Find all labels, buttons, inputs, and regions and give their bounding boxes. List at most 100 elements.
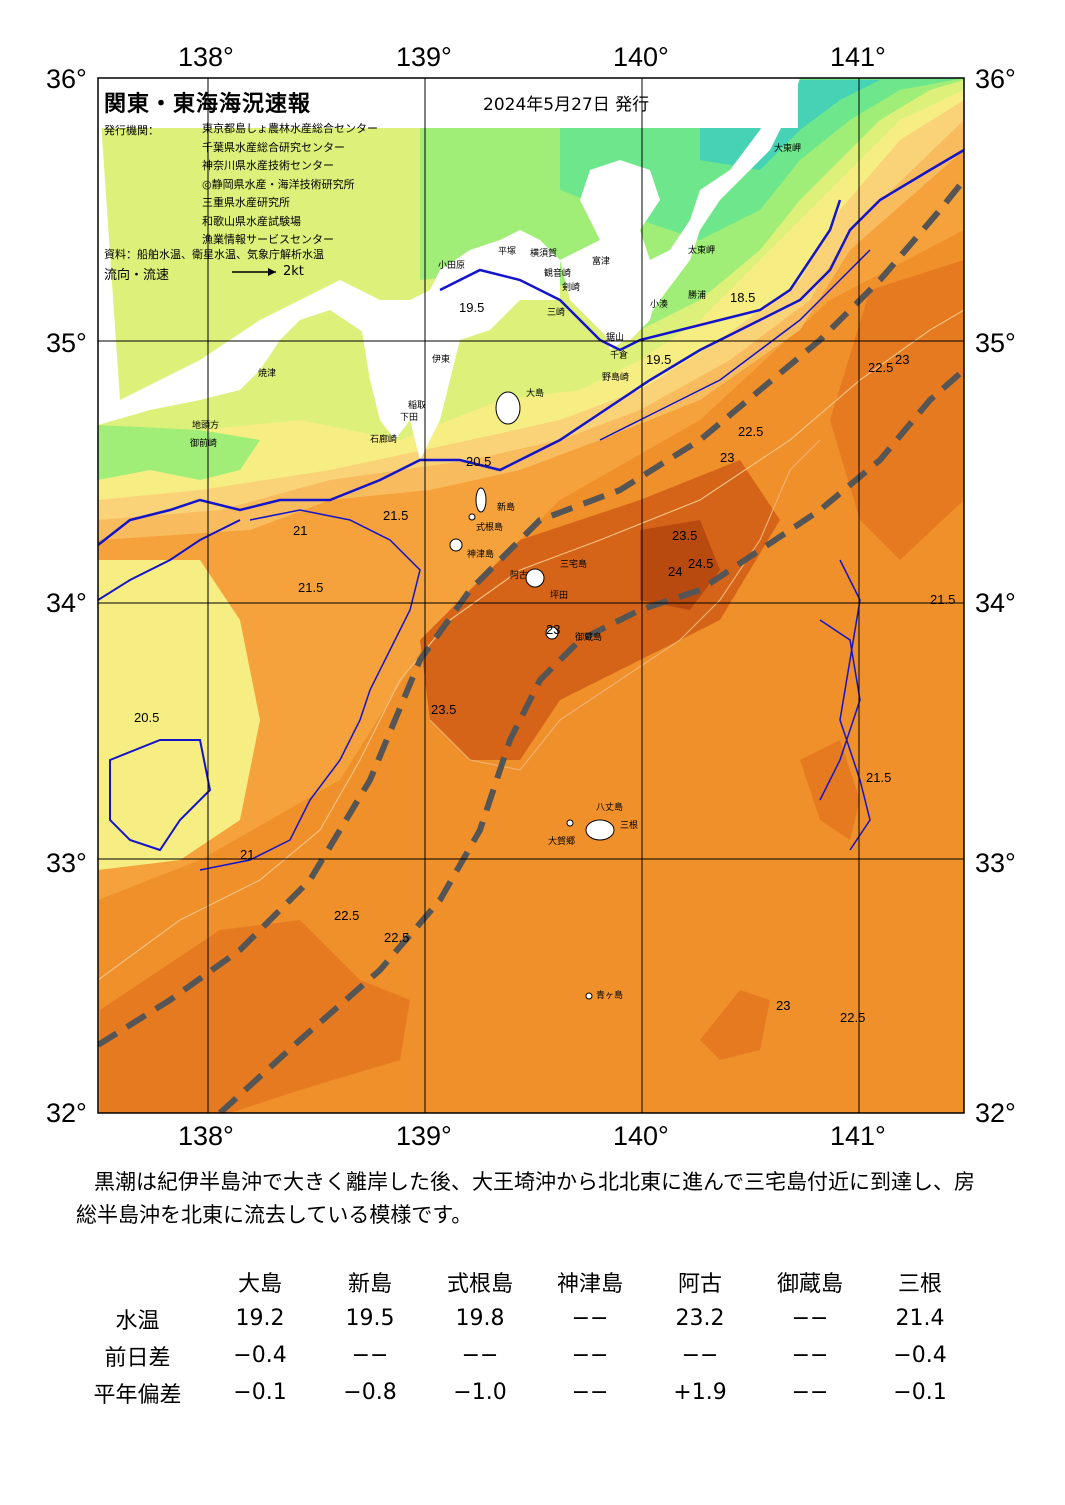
table-cell: 19.8 xyxy=(455,1306,505,1331)
kuroshio-axis-south xyxy=(217,367,964,1113)
contour-label: 22.5 xyxy=(840,1010,866,1025)
issuer-item: ◎静岡県水産・海洋技術研究所 xyxy=(202,177,355,191)
column-header: 式根島 xyxy=(446,1271,513,1297)
lat-label-left-33: 33° xyxy=(46,848,87,878)
place-shimoda: 下田 xyxy=(400,413,419,423)
sea-zone-west-green xyxy=(98,425,260,480)
place-tsubota: 坪田 xyxy=(550,591,569,601)
sea-zone-24-core xyxy=(640,520,720,610)
isotherm-23 xyxy=(429,439,821,771)
place-katsuura: 勝浦 xyxy=(688,291,707,301)
island-kozushima xyxy=(449,538,463,552)
lat-label-left-35: 35° xyxy=(46,328,87,358)
table-cell: −0.1 xyxy=(893,1380,947,1405)
island-shikinejima xyxy=(468,513,476,521)
isotherm-21-5-top-coast xyxy=(599,249,871,441)
table-cell: −0.8 xyxy=(343,1380,397,1405)
table-cell: 19.2 xyxy=(235,1306,285,1331)
lat-label-left-32: 32° xyxy=(46,1098,87,1128)
place-niijima: 新島 xyxy=(497,503,516,513)
map-frame xyxy=(97,77,965,1114)
isotherm-20 xyxy=(98,148,964,546)
table-cell: −− xyxy=(571,1343,609,1368)
contour-label: 23 xyxy=(776,998,791,1013)
table-cell: 19.5 xyxy=(345,1306,395,1331)
lon-label-bottom-138: 138° xyxy=(178,1121,234,1151)
place-aogashima: 青ヶ島 xyxy=(596,991,624,1001)
issuer-list: 東京都島しょ農林水産総合センター 千葉県水産総合研究センター 神奈川県水産技術セ… xyxy=(202,120,378,250)
lon-label-bottom-140: 140° xyxy=(613,1121,669,1151)
contour-label: 21.5 xyxy=(298,580,324,595)
table-cell: 23.2 xyxy=(675,1306,725,1331)
lon-label-top-140: 140° xyxy=(613,42,669,72)
place-miyakejima: 三宅島 xyxy=(560,560,588,570)
lon-label-bottom-141: 141° xyxy=(830,1121,886,1151)
contour-label: 21 xyxy=(293,523,308,538)
place-mitsune: 三根 xyxy=(620,821,639,831)
data-source: 資料：船舶水温、衛星水温、気象庁解析水温 xyxy=(104,248,324,261)
place-yaizu: 焼津 xyxy=(258,369,277,379)
table-cell: −0.4 xyxy=(893,1343,947,1368)
lat-label-left-34: 34° xyxy=(46,588,87,618)
issuer-item: 千葉県水産総合研究センター xyxy=(202,140,345,154)
table-cell: −0.1 xyxy=(233,1380,287,1405)
place-kominato: 小湊 xyxy=(650,300,669,310)
table-cell: −1.0 xyxy=(453,1380,507,1405)
lat-label-left-36: 36° xyxy=(46,64,87,94)
contour-label: 22.5 xyxy=(738,424,764,439)
contour-label: 22.5 xyxy=(384,930,410,945)
place-hiratsuka: 平塚 xyxy=(498,247,517,257)
flow-legend-scale: 2kt xyxy=(283,264,304,279)
row-header: 平年偏差 xyxy=(93,1382,182,1408)
place-kannonzaki: 観音崎 xyxy=(544,269,572,279)
contour-label: 21.5 xyxy=(866,770,892,785)
contour-label: 18.5 xyxy=(730,290,756,305)
place-jitogata: 地頭方 xyxy=(192,421,220,431)
table-cell: −− xyxy=(351,1343,389,1368)
contour-label: 22.5 xyxy=(334,908,360,923)
isotherm-22-east xyxy=(819,619,861,801)
place-tsurugizaki: 剣崎 xyxy=(562,283,581,293)
island-hachijojima xyxy=(585,819,615,841)
lon-label-top-139: 139° xyxy=(396,42,452,72)
place-nokogiriyama: 鋸山 xyxy=(606,333,625,343)
island-aogashima xyxy=(585,992,593,1000)
table-cell: −− xyxy=(571,1306,609,1331)
island-kojima xyxy=(566,819,574,827)
contour-label: 19.5 xyxy=(646,352,672,367)
flow-scale-arrowhead xyxy=(268,268,276,276)
table-row: 前日差 −0.4 −− −− −− −− −− −0.4 xyxy=(70,1337,975,1374)
table-cell: −− xyxy=(571,1380,609,1405)
isotherm-21-loop xyxy=(199,509,421,871)
contour-label: 23 xyxy=(895,352,910,367)
place-ako: 阿古 xyxy=(510,571,529,581)
row-header: 前日差 xyxy=(104,1345,171,1371)
column-header: 阿古 xyxy=(677,1271,722,1297)
place-okago: 大賀郷 xyxy=(548,837,576,847)
table-cell: 21.4 xyxy=(895,1306,945,1331)
observation-table: 大島 新島 式根島 神津島 阿古 御蔵島 三根 水温 19.2 19.5 19.… xyxy=(70,1263,975,1411)
column-header: 三根 xyxy=(897,1271,942,1297)
sea-zone-23-east-lower xyxy=(800,740,860,840)
sea-zone-23-south xyxy=(100,920,410,1113)
table-cell: −− xyxy=(791,1380,829,1405)
table-cell: −− xyxy=(791,1343,829,1368)
sea-zone-west-yellow xyxy=(98,560,260,870)
row-header: 水温 xyxy=(115,1308,160,1334)
column-header: 大島 xyxy=(237,1271,282,1297)
table-corner xyxy=(70,1263,205,1300)
table-cell: −− xyxy=(681,1343,719,1368)
contour-label: 23 xyxy=(720,450,735,465)
land-kanto-north xyxy=(98,78,798,128)
lon-label-top-141: 141° xyxy=(830,42,886,72)
place-shikinejima: 式根島 xyxy=(476,523,504,533)
contour-label: 19.5 xyxy=(459,300,485,315)
contour-label: 21.5 xyxy=(383,508,409,523)
island-miyakejima xyxy=(525,568,545,588)
place-hachijojima: 八丈島 xyxy=(596,803,624,813)
place-irozaki: 石廊崎 xyxy=(370,435,398,445)
island-niijima xyxy=(475,487,487,513)
lat-label-right-33: 33° xyxy=(975,848,1016,878)
table-row: 水温 19.2 19.5 19.8 −− 23.2 −− 21.4 xyxy=(70,1300,975,1337)
contour-label: 23.5 xyxy=(431,702,457,717)
